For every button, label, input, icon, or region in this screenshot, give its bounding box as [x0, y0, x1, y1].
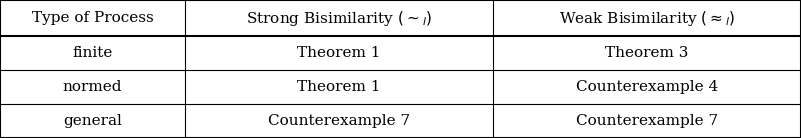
Text: Theorem 3: Theorem 3 [606, 46, 689, 60]
Text: Counterexample 7: Counterexample 7 [268, 114, 410, 128]
Text: Weak Bisimilarity $(\approx_l)$: Weak Bisimilarity $(\approx_l)$ [559, 9, 735, 27]
Text: Counterexample 7: Counterexample 7 [576, 114, 718, 128]
Text: Strong Bisimilarity $(\sim_l)$: Strong Bisimilarity $(\sim_l)$ [246, 9, 432, 27]
Text: normed: normed [62, 80, 123, 94]
Text: Theorem 1: Theorem 1 [297, 46, 380, 60]
Text: Type of Process: Type of Process [31, 11, 153, 25]
Text: Counterexample 4: Counterexample 4 [576, 80, 718, 94]
Text: Theorem 1: Theorem 1 [297, 80, 380, 94]
Text: finite: finite [72, 46, 113, 60]
Text: general: general [63, 114, 122, 128]
